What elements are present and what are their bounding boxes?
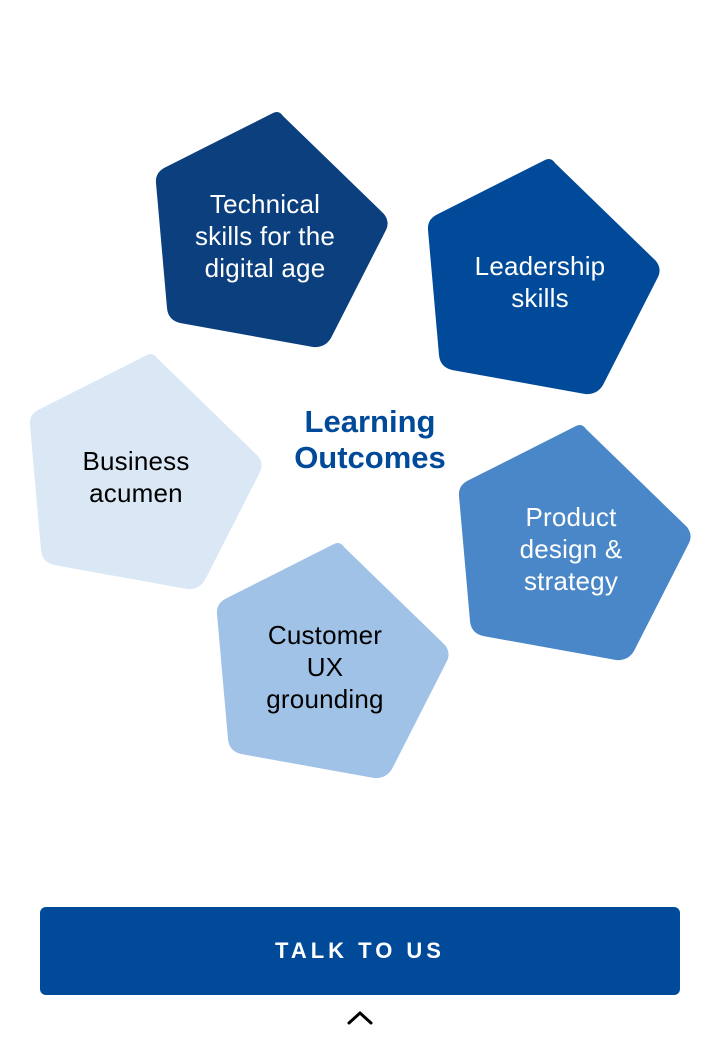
outcome-customer-label: Customer UX grounding	[266, 620, 384, 714]
outcome-customer: Customer UX grounding	[211, 539, 451, 781]
outcome-technical: Technical skills for the digital age	[150, 108, 390, 350]
pentagon-shape-technical	[155, 112, 388, 348]
outcome-business: Business acumen	[24, 350, 264, 592]
learning-outcomes-diagram: Technical skills for the digital age Lea…	[24, 108, 693, 781]
outcome-leadership: Leadership skills	[422, 155, 662, 397]
diagram-center-title: Learning Outcomes	[294, 404, 446, 475]
outcome-leadership-label: Leadership skills	[474, 251, 606, 313]
outcome-product: Product design & strategy	[453, 421, 693, 663]
pentagon-shape-business	[29, 354, 262, 590]
talk-to-us-button[interactable]: TALK TO US	[40, 907, 680, 995]
outcome-product-label: Product design & strategy	[519, 502, 623, 596]
pentagon-shape-customer	[216, 543, 449, 779]
chevron-up-icon[interactable]	[346, 1008, 374, 1028]
pentagon-shape-product	[458, 425, 691, 661]
pentagon-shape-leadership	[427, 159, 660, 395]
outcome-technical-label: Technical skills for the digital age	[194, 189, 336, 283]
outcome-business-label: Business acumen	[82, 446, 190, 508]
